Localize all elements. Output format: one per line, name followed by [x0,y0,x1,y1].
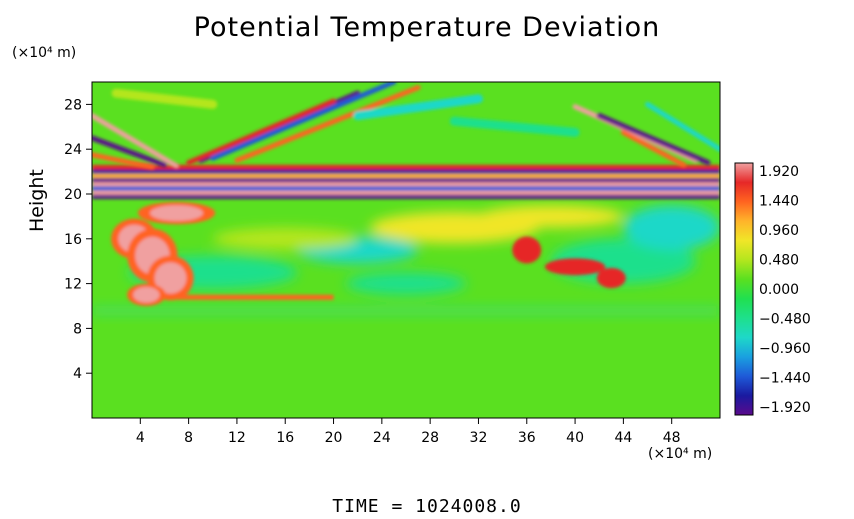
y-tick-label: 16 [64,232,82,248]
chart-title: Potential Temperature Deviation [193,12,661,43]
colorbar-label: 0.000 [759,282,799,298]
band-stripe [92,164,720,170]
band-stripe [92,169,720,174]
positive-patch [512,236,542,264]
anomaly-patch [623,205,720,251]
wave-front [234,85,421,163]
y-axis: 4 8 12 16 20 24 28 [64,97,92,382]
wave-front [92,135,167,168]
wave-front [210,82,397,161]
colorbar-label: −1.920 [759,400,811,416]
band-stripe [92,173,720,178]
x-tick-label: 44 [614,430,632,446]
cool-streak [92,308,720,314]
wave-front [645,101,720,152]
x-tick-label: 24 [373,430,391,446]
wave-fronts [92,82,720,170]
colorbar-label: −1.440 [759,371,811,387]
plume-core [149,205,204,221]
heatmap-field [92,82,720,418]
x-tick-label: 16 [276,430,294,446]
colorbar-label: 0.480 [759,253,799,269]
wave-front [353,94,483,121]
colorbar-bar [734,162,754,416]
wave-front [449,116,580,137]
y-tick-label: 8 [73,321,82,337]
plot-frame [91,81,721,419]
anomaly-patch [478,205,624,228]
wave-front [92,152,155,170]
positive-streak [176,294,334,300]
positive-patch [544,258,606,276]
anomaly-patch [212,227,358,250]
anomaly-patch [345,272,467,295]
colorbar-label: 0.960 [759,223,799,239]
plume-core [154,262,187,294]
x-tick-label: 48 [663,430,681,446]
colorbar-label: −0.480 [759,312,811,328]
wave-front [596,113,711,166]
y-tick-label: 24 [64,142,82,158]
x-tick-label: 8 [184,430,193,446]
colorbar: 1.920 1.440 0.960 0.480 0.000 −0.480 −0.960 −1.… [734,162,811,416]
band-stripe [92,181,720,187]
wave-front [92,113,180,169]
time-label: TIME = 1024008.0 [332,496,522,517]
x-tick-label: 28 [421,430,439,446]
x-tick-label: 32 [470,430,488,446]
y-tick-label: 12 [64,277,82,293]
wave-front [111,88,218,109]
x-tick-label: 12 [228,430,246,446]
y-unit-label: (×10⁴ m) [12,45,77,61]
band-stripe [92,190,720,195]
x-axis: 4 8 12 16 20 24 28 32 36 40 44 48 [136,418,681,446]
band-stripe [92,194,720,199]
positive-plume [111,201,626,306]
colorbar-label: 1.440 [759,194,799,210]
y-tick-label: 20 [64,187,82,203]
x-tick-label: 20 [325,430,343,446]
banded-layer [92,164,720,199]
x-tick-label: 40 [566,430,584,446]
wave-front [620,129,687,168]
x-tick-label: 4 [136,430,145,446]
y-tick-label: 28 [64,97,82,113]
x-unit-label: (×10⁴ m) [648,446,713,462]
band-stripe [92,177,720,183]
colorbar-label: 1.920 [759,164,799,180]
mid-layer-anomalies [92,205,720,314]
band-stripe [92,185,720,191]
y-tick-label: 4 [73,366,82,382]
plume-core [133,286,160,303]
wave-front [186,98,337,166]
colorbar-label: −0.960 [759,341,811,357]
positive-patch [596,267,626,289]
x-tick-label: 36 [518,430,536,446]
